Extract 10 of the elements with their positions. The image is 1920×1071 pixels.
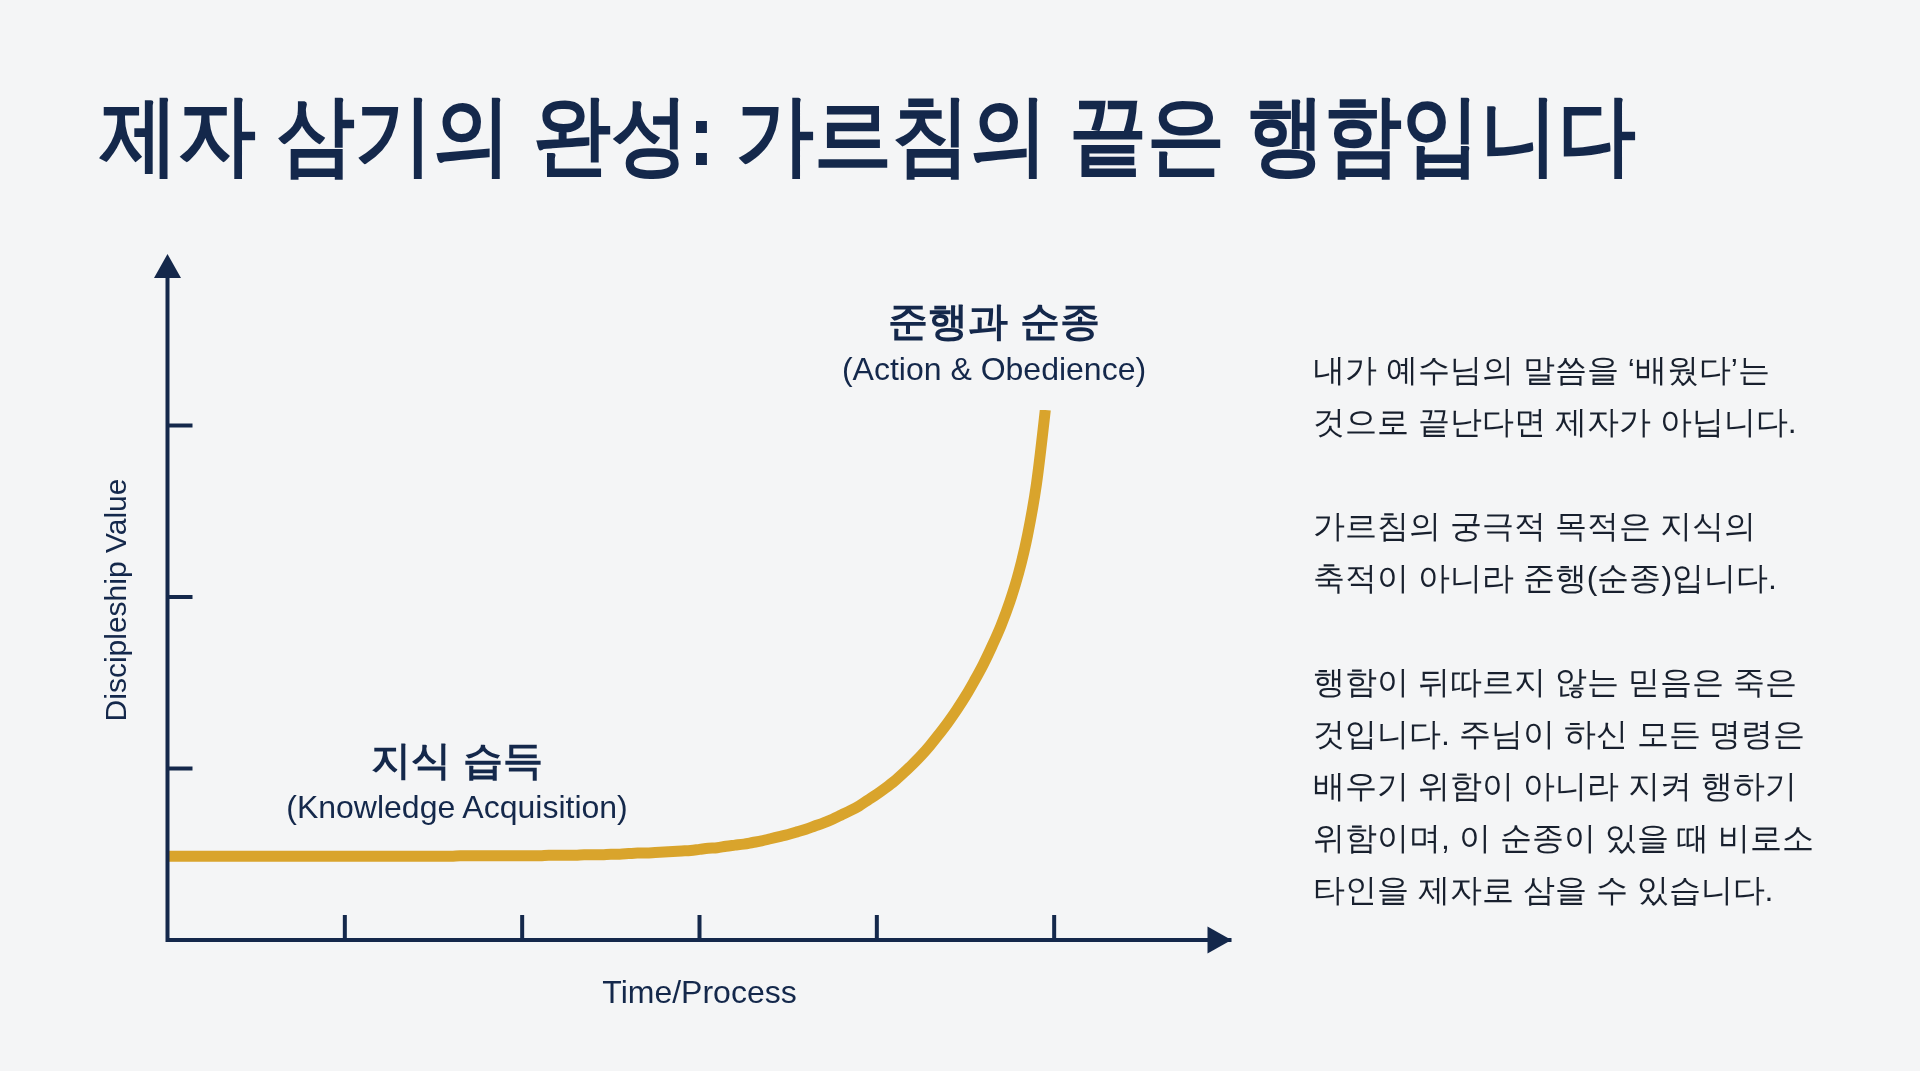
chart-title: 제자 삼기의 완성: 가르침의 끝은 행함입니다 xyxy=(100,84,1636,186)
y-axis-title: Discipleship Value xyxy=(98,478,133,722)
text: 내가 예수님의 말씀을 ‘배웠다’는 것으로 끝난다면 제자가 아닙니다. xyxy=(1313,351,1798,442)
annotation: (Knowledge Acquisition) xyxy=(286,787,628,827)
x-axis-title: Time/Process xyxy=(602,972,797,1012)
text: 가르침의 궁극적 목적은 지식의 축적이 아니라 준행(순종)입니다. xyxy=(1313,507,1778,598)
text: 행함이 뒤따르지 않는 믿음은 죽은 것입니다. 주님이 하신 모든 명령은 배우기 위함이 아니라 지켜 행하기 위함이며, 이 순종이 있을 때 비로소 타인을 제자로 삼을 수 있습니다. xyxy=(1313,663,1815,910)
text: 준행과 순종 xyxy=(888,298,1100,345)
annotation: 지식 습득 xyxy=(371,737,543,784)
text: (Action & Obedience) xyxy=(841,349,1147,389)
